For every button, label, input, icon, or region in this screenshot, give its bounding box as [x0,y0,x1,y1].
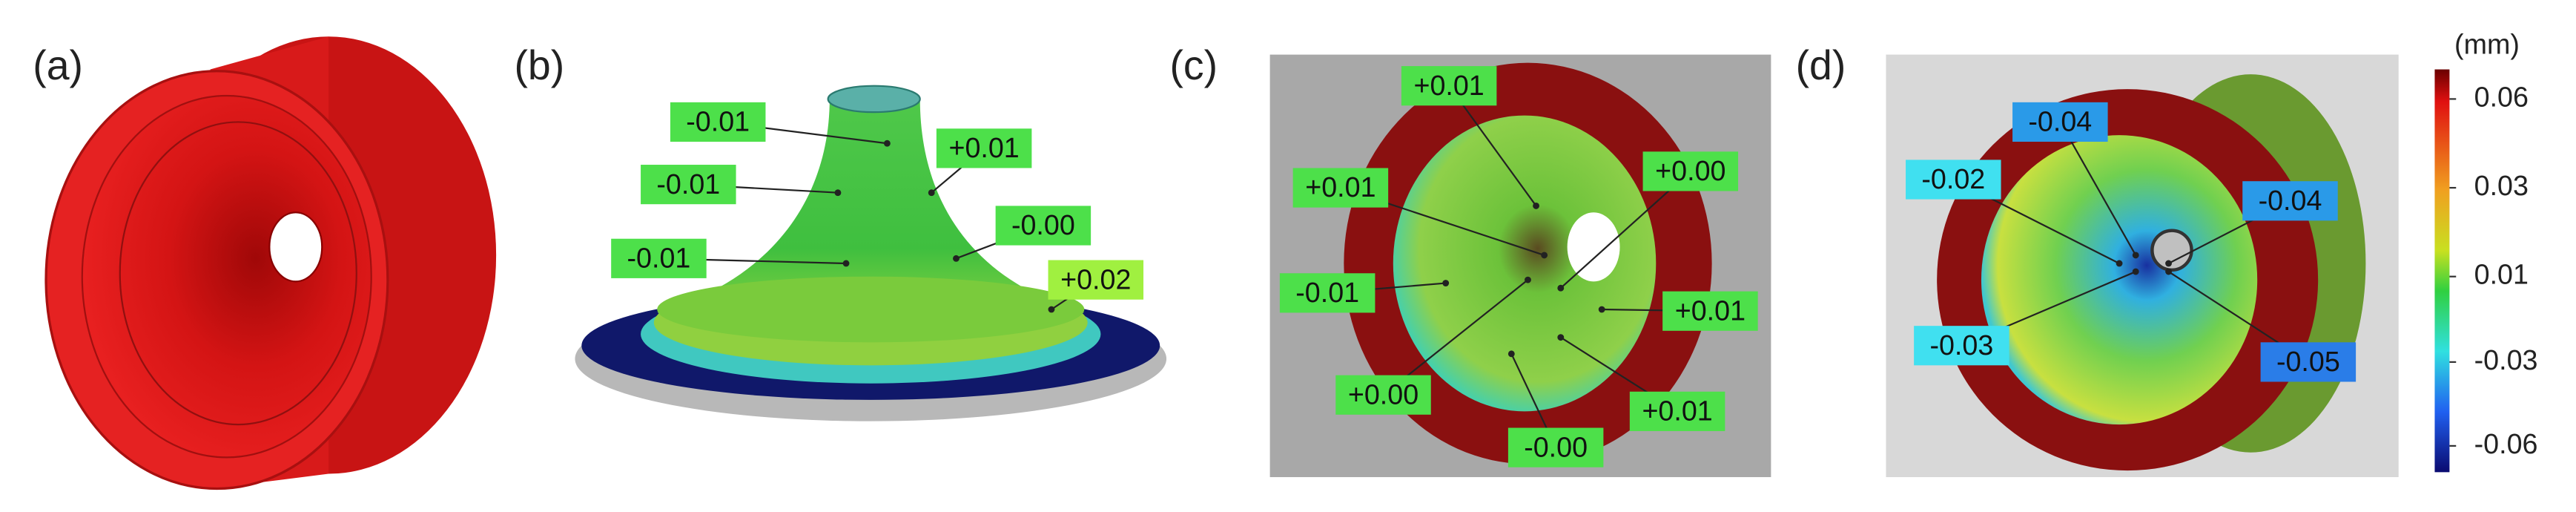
panel-a-render [44,36,497,490]
annotation-box [2242,181,2338,221]
annotation-box [1662,291,1758,331]
annotation-label: +0.00 [1655,155,1725,186]
annotation-label: -0.02 [1921,163,1985,194]
panel-d-render [1886,54,2399,477]
annotation-label: +0.01 [1305,171,1375,203]
annotation-label: -0.05 [2276,346,2340,377]
anchor-dot [2132,268,2139,275]
annotation-box [641,165,736,205]
panel-label: (a) [33,42,83,88]
colorbar-tick-label: 0.01 [2474,259,2529,290]
anchor-dot [1442,280,1450,286]
annotation-box [1507,427,1604,467]
colorbar-tick-label: -0.03 [2474,344,2538,375]
annotation-box [1914,326,2009,366]
anchor-dot [2165,260,2172,267]
anchor-dot [2116,260,2123,267]
annotations: -0.01 -0.01 -0.01 +0.01 -0.00 +0.02 +0.01 +0.01… [611,66,2357,467]
annotation-label: +0.00 [1348,378,1419,410]
annotation-label: -0.00 [1524,431,1588,462]
annotation-label: +0.02 [1060,263,1131,295]
leader-line [1448,85,1537,207]
anchor-dot [1541,252,1548,259]
panel-label: (d) [1796,42,1846,88]
panel-b-render [575,85,1167,421]
anchor-dot [1557,334,1565,341]
leader-line [2059,121,2137,256]
annotation-label: +0.01 [948,132,1019,163]
anchor-dot [1533,202,1539,209]
annotation-box [2260,342,2357,382]
anchor-dot [883,140,891,147]
annotation-box [1906,160,2001,200]
anchor-dot [834,189,842,197]
anchor-dot [842,260,850,267]
annotation-label: -0.00 [1011,209,1075,240]
anchor-dot [953,255,960,262]
anchor-dot [2132,252,2139,259]
annotation-box [1048,260,1144,300]
annotation-box [936,128,1032,168]
panel-label: (b) [514,42,564,88]
colorbar-tick-label: 0.03 [2474,170,2529,201]
annotation-label: -0.03 [1929,329,1993,361]
anchor-dot [1048,306,1055,313]
panel-label: (c) [1169,42,1218,88]
annotation-label: -0.04 [2259,185,2322,216]
annotation-label: -0.01 [1295,277,1359,308]
anchor-dot [1507,350,1515,358]
annotation-box [1401,66,1497,106]
annotation-label: -0.01 [627,242,691,273]
annotation-box [1292,168,1389,208]
anchor-dot [1557,284,1565,292]
annotation-box [1335,375,1431,415]
annotation-label: +0.01 [1413,70,1484,101]
annotation-box [1629,391,1725,431]
annotation-box [2012,102,2108,142]
colorbar-tick-label: 0.06 [2474,81,2529,112]
annotation-label: -0.04 [2028,106,2092,137]
colorbar-unit: (mm) [2454,28,2520,59]
annotation-label: +0.01 [1675,295,1746,326]
colorbar [2434,69,2450,473]
annotation-label: -0.01 [686,106,750,137]
anchor-dot [1598,306,1605,313]
annotation-box [1642,151,1739,191]
annotation-box [1279,273,1375,313]
annotation-box [611,238,707,278]
anchor-dot [2165,268,2172,275]
annotation-box [670,102,766,142]
annotation-label: -0.01 [656,168,720,200]
colorbar-tick-label: -0.06 [2474,428,2538,459]
anchor-dot [928,189,935,197]
anchor-dot [1525,276,1531,283]
annotation-label: +0.01 [1642,396,1712,427]
annotation-box [995,206,1092,246]
